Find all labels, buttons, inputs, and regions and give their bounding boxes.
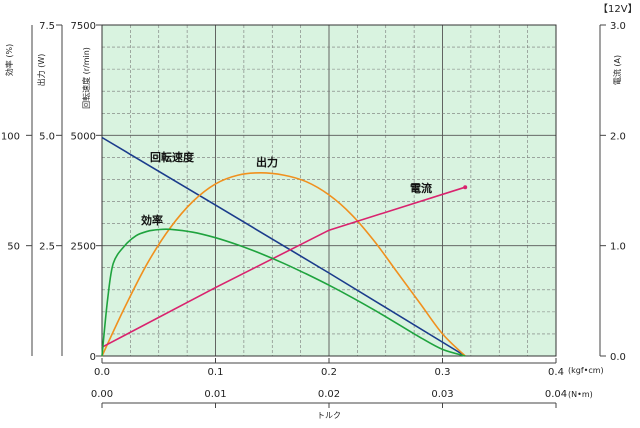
axis-tick-label: 0.03: [431, 389, 453, 400]
axis-tick-label: 3.0: [610, 21, 626, 32]
series-line-speed: [101, 136, 466, 357]
series-line-output: [101, 171, 466, 357]
output-axis-label: 出力 (W): [36, 54, 46, 87]
axis-tick-label: 50: [7, 242, 20, 253]
torque-nm-axis-ticks: 0.00 0.01 0.02 0.03 0.04: [91, 389, 567, 408]
current-axis-ticks: 0.0 1.0 2.0 3.0: [600, 21, 626, 363]
plot-frame: [101, 24, 557, 357]
axis-tick-label: 0.2: [321, 367, 337, 378]
axis-tick-label: 0.4: [548, 367, 564, 378]
speed-axis-label: 回転速度 (r/min): [81, 47, 91, 109]
series-label-output: 出力: [256, 155, 278, 169]
series-line-efficiency: [101, 228, 466, 357]
speed-axis-ticks: 0 2500 5000 7500: [71, 21, 102, 363]
axis-tick-label: 5000: [71, 131, 96, 142]
series-label-current: 電流: [410, 181, 432, 195]
series-end-point: [463, 185, 468, 190]
axis-tick-label: 2500: [71, 242, 96, 253]
axis-tick-label: 7.5: [39, 21, 55, 32]
axis-tick-label: 2.5: [39, 242, 55, 253]
axis-tick-label: 2.0: [610, 131, 626, 142]
axis-tick-label: 5.0: [39, 131, 55, 142]
axis-tick-label: 7500: [71, 21, 96, 32]
torque-nm-unit: (N•m): [568, 390, 593, 399]
axis-tick-label: 0.04: [545, 389, 567, 400]
axis-tick-label: 100: [1, 131, 20, 142]
torque-axis-label: トルク: [317, 411, 341, 420]
axis-tick-label: 1.0: [610, 242, 626, 253]
current-axis-label: 電流 (A): [612, 55, 622, 85]
voltage-tag: 【12V】: [598, 3, 638, 15]
torque-kgfcm-axis-ticks: 0.0 0.1 0.2 0.3 0.4: [94, 358, 564, 378]
axis-tick-label: 0.1: [208, 367, 224, 378]
axis-tick-label: 0.01: [204, 389, 226, 400]
efficiency-axis-label: 効率 (%): [4, 44, 14, 76]
axis-tick-label: 0.00: [91, 389, 113, 400]
series-label-speed: 回転速度: [150, 150, 195, 164]
axis-tick-label: 0.02: [318, 389, 340, 400]
efficiency-axis-ticks: 50 100: [1, 131, 32, 253]
axis-tick-label: 0.3: [435, 367, 451, 378]
axis-tick-label: 0: [90, 352, 96, 363]
grid: [102, 25, 556, 356]
torque-kgfcm-unit: (kgf•cm): [568, 366, 604, 375]
axis-tick-label: 0.0: [610, 352, 626, 363]
series-lines: [101, 136, 468, 357]
series-label-efficiency: 効率: [141, 213, 163, 227]
output-axis-ticks: 2.5 5.0 7.5: [39, 21, 62, 253]
axis-tick-label: 0.0: [94, 367, 110, 378]
